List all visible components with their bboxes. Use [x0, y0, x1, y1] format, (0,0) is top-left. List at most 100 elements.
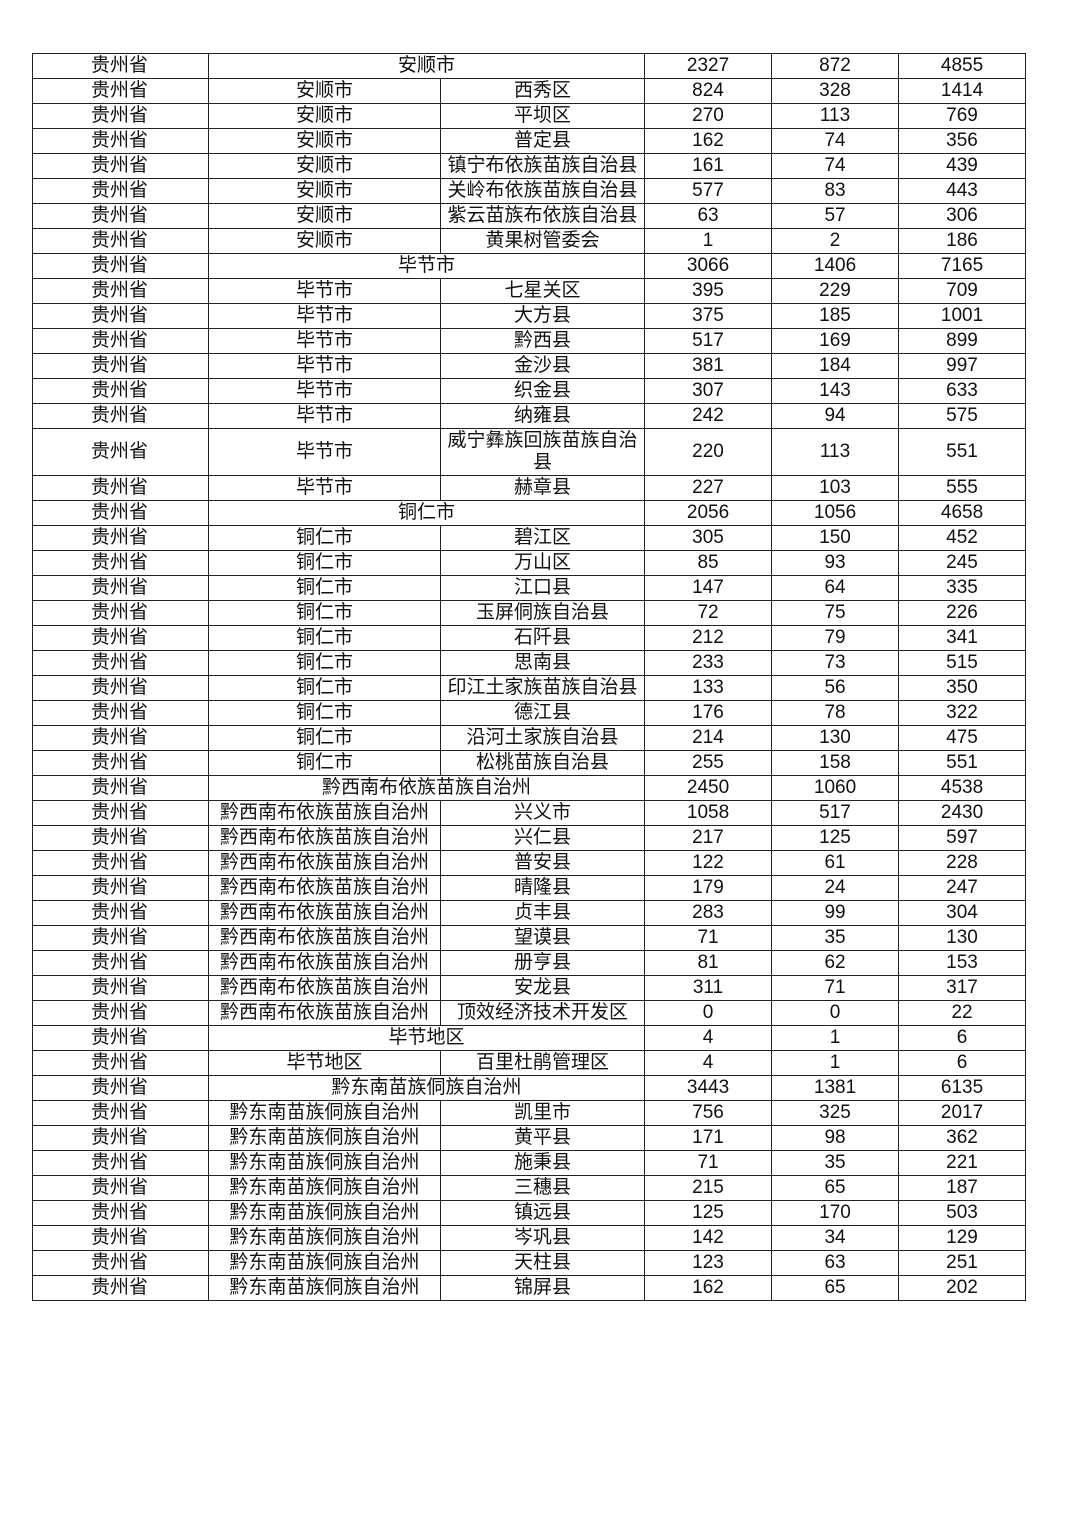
county-cell: 思南县 — [439, 650, 646, 676]
city-cell: 铜仁市 — [208, 700, 441, 726]
value-1-cell: 122 — [644, 850, 773, 876]
value-3-cell: 575 — [898, 403, 1027, 429]
city-cell: 黔东南苗族侗族自治州 — [208, 1225, 441, 1251]
city-cell: 毕节地区 — [208, 1050, 441, 1076]
city-cell: 黔东南苗族侗族自治州 — [207, 1075, 646, 1101]
table-row: 贵州省 黔西南布依族苗族自治州 安龙县 311 71 317 — [32, 975, 1027, 1001]
county-cell: 贞丰县 — [439, 900, 646, 926]
table-row-subtotal: 贵州省 黔西南布依族苗族自治州 2450 1060 4538 — [32, 775, 1027, 801]
value-3-cell: 226 — [898, 600, 1027, 626]
county-cell: 册亨县 — [439, 950, 646, 976]
value-2-cell: 83 — [771, 178, 900, 204]
value-1-cell: 270 — [644, 103, 773, 129]
city-cell: 安顺市 — [208, 153, 441, 179]
table-row: 贵州省 黔西南布依族苗族自治州 兴仁县 217 125 597 — [32, 825, 1027, 851]
county-cell: 镇宁布依族苗族自治县 — [439, 153, 646, 179]
value-1-cell: 1 — [644, 228, 773, 254]
value-1-cell: 3443 — [644, 1075, 773, 1101]
value-1-cell: 4 — [644, 1050, 773, 1076]
county-cell: 西秀区 — [439, 78, 646, 104]
province-cell: 贵州省 — [32, 278, 209, 304]
value-3-cell: 350 — [898, 675, 1027, 701]
value-3-cell: 551 — [898, 428, 1027, 476]
value-3-cell: 306 — [898, 203, 1027, 229]
value-3-cell: 6 — [898, 1050, 1027, 1076]
county-cell: 威宁彝族回族苗族自治县 — [439, 428, 646, 476]
value-2-cell: 185 — [771, 303, 900, 329]
table-row: 贵州省 黔东南苗族侗族自治州 锦屏县 162 65 202 — [32, 1275, 1027, 1301]
county-cell: 石阡县 — [439, 625, 646, 651]
table-row: 贵州省 黔东南苗族侗族自治州 天柱县 123 63 251 — [32, 1250, 1027, 1276]
value-3-cell: 709 — [898, 278, 1027, 304]
table-row-subtotal: 贵州省 毕节地区 4 1 6 — [32, 1025, 1027, 1051]
table-row: 贵州省 毕节市 黔西县 517 169 899 — [32, 328, 1027, 354]
table-row: 贵州省 毕节市 赫章县 227 103 555 — [32, 475, 1027, 501]
province-cell: 贵州省 — [32, 650, 209, 676]
value-3-cell: 251 — [898, 1250, 1027, 1276]
province-cell: 贵州省 — [32, 675, 209, 701]
table-row: 贵州省 毕节市 七星关区 395 229 709 — [32, 278, 1027, 304]
value-1-cell: 179 — [644, 875, 773, 901]
value-1-cell: 255 — [644, 750, 773, 776]
value-1-cell: 2056 — [644, 500, 773, 526]
city-cell: 铜仁市 — [208, 625, 441, 651]
value-2-cell: 93 — [771, 550, 900, 576]
province-cell: 贵州省 — [32, 203, 209, 229]
value-2-cell: 2 — [771, 228, 900, 254]
value-2-cell: 62 — [771, 950, 900, 976]
county-cell: 普安县 — [439, 850, 646, 876]
value-2-cell: 125 — [771, 825, 900, 851]
value-2-cell: 35 — [771, 925, 900, 951]
province-cell: 贵州省 — [32, 1100, 209, 1126]
value-2-cell: 74 — [771, 128, 900, 154]
value-1-cell: 63 — [644, 203, 773, 229]
value-2-cell: 79 — [771, 625, 900, 651]
value-2-cell: 24 — [771, 875, 900, 901]
value-2-cell: 98 — [771, 1125, 900, 1151]
value-2-cell: 78 — [771, 700, 900, 726]
table-row-subtotal: 贵州省 毕节市 3066 1406 7165 — [32, 253, 1027, 279]
value-2-cell: 64 — [771, 575, 900, 601]
county-cell: 黄果树管委会 — [439, 228, 646, 254]
value-1-cell: 395 — [644, 278, 773, 304]
value-1-cell: 142 — [644, 1225, 773, 1251]
city-cell: 安顺市 — [208, 228, 441, 254]
province-cell: 贵州省 — [32, 1225, 209, 1251]
value-3-cell: 555 — [898, 475, 1027, 501]
city-cell: 毕节市 — [208, 428, 441, 476]
value-2-cell: 130 — [771, 725, 900, 751]
province-cell: 贵州省 — [32, 575, 209, 601]
province-cell: 贵州省 — [32, 1250, 209, 1276]
value-2-cell: 99 — [771, 900, 900, 926]
city-cell: 黔西南布依族苗族自治州 — [208, 850, 441, 876]
province-cell: 贵州省 — [32, 178, 209, 204]
county-cell: 兴仁县 — [439, 825, 646, 851]
city-cell: 毕节市 — [208, 303, 441, 329]
value-1-cell: 283 — [644, 900, 773, 926]
table-row: 贵州省 铜仁市 沿河土家族自治县 214 130 475 — [32, 725, 1027, 751]
province-cell: 贵州省 — [32, 525, 209, 551]
table-row: 贵州省 铜仁市 松桃苗族自治县 255 158 551 — [32, 750, 1027, 776]
value-3-cell: 597 — [898, 825, 1027, 851]
province-cell: 贵州省 — [32, 700, 209, 726]
value-1-cell: 85 — [644, 550, 773, 576]
value-1-cell: 242 — [644, 403, 773, 429]
table-row: 贵州省 毕节市 金沙县 381 184 997 — [32, 353, 1027, 379]
value-2-cell: 74 — [771, 153, 900, 179]
city-cell: 安顺市 — [207, 53, 646, 79]
city-cell: 安顺市 — [208, 103, 441, 129]
table-row: 贵州省 毕节市 威宁彝族回族苗族自治县 220 113 551 — [32, 428, 1027, 476]
value-3-cell: 4658 — [898, 500, 1027, 526]
city-cell: 安顺市 — [208, 178, 441, 204]
province-cell: 贵州省 — [32, 850, 209, 876]
value-2-cell: 517 — [771, 800, 900, 826]
table-row: 贵州省 黔西南布依族苗族自治州 贞丰县 283 99 304 — [32, 900, 1027, 926]
value-2-cell: 169 — [771, 328, 900, 354]
city-cell: 安顺市 — [208, 203, 441, 229]
city-cell: 铜仁市 — [207, 500, 646, 526]
value-2-cell: 872 — [771, 53, 900, 79]
value-2-cell: 325 — [771, 1100, 900, 1126]
value-3-cell: 2430 — [898, 800, 1027, 826]
city-cell: 安顺市 — [208, 78, 441, 104]
table-row: 贵州省 黔西南布依族苗族自治州 顶效经济技术开发区 0 0 22 — [32, 1000, 1027, 1026]
